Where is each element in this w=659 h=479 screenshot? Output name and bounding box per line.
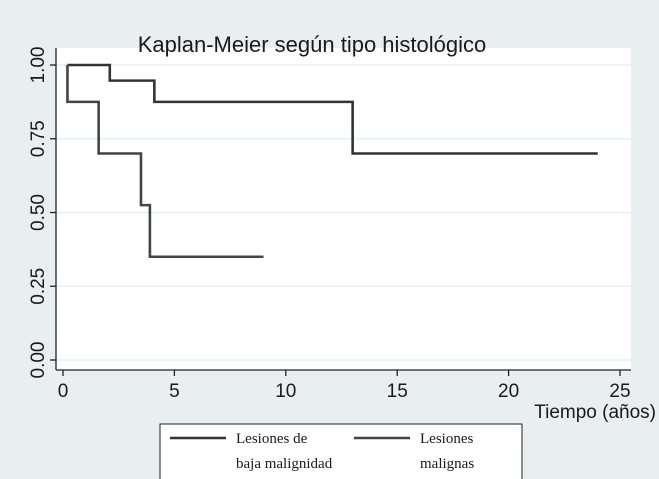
legend-label-0-line2: baja malignidad [236,456,333,472]
y-tick-label: 0.50 [28,194,49,231]
legend-label-1-line1: Lesiones [420,431,473,447]
x-tick-label: 10 [275,381,296,402]
grid-lines [56,64,631,361]
y-tick-label: 0.75 [28,120,49,157]
x-axis-title: Tiempo (años) [534,402,656,423]
plot-area [56,48,631,370]
series-lines [66,63,598,259]
legend: Lesiones de baja malignidad Lesiones mal… [159,423,523,479]
legend-label-0-line1: Lesiones de [236,431,308,447]
x-tick-label: 0 [58,381,69,402]
legend-box [159,423,523,479]
x-tick-label: 20 [498,381,519,402]
x-tick-label: 5 [169,381,180,402]
y-tick-label: 0.25 [28,268,49,305]
x-tick-label: 25 [609,381,630,402]
legend-label-1-line2: malignas [420,456,474,472]
axis-ticks: 0.00 0.25 0.50 0.75 1.00 0 5 10 15 20 25 [28,47,631,402]
chart-title: Kaplan-Meier según tipo histológico [138,32,487,57]
y-tick-label: 1.00 [28,47,49,84]
series-line-1 [66,65,264,259]
series-line-0 [67,63,598,155]
y-tick-label: 0.00 [28,342,49,379]
x-tick-label: 15 [387,381,408,402]
